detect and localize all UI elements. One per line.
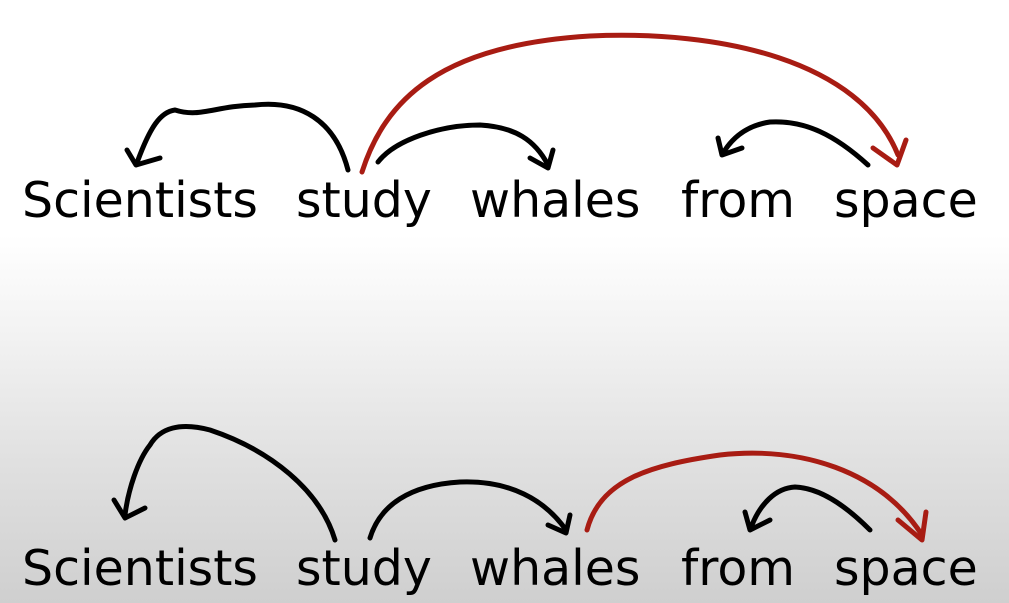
word-space: space: [834, 540, 978, 597]
word-study: study: [296, 172, 432, 229]
word-space: space: [834, 172, 978, 229]
arc-study-to-whales: [375, 122, 556, 171]
word-scientists: Scientists: [22, 540, 258, 597]
arc-study-to-whales: [367, 479, 573, 541]
arc-study-to-space: [359, 32, 909, 175]
arc-study-to-scientists: [111, 424, 338, 543]
word-from: from: [681, 540, 796, 597]
arc-space-to-from: [742, 484, 873, 533]
word-from: from: [681, 172, 796, 229]
arc-whales-to-space: [584, 450, 929, 543]
word-scientists: Scientists: [22, 172, 258, 229]
arc-space-to-from: [715, 119, 871, 168]
word-study: study: [296, 540, 432, 597]
word-whales: whales: [470, 540, 641, 597]
parse-1-arcs: [124, 32, 909, 175]
arc-study-to-scientists: [124, 101, 351, 173]
word-whales: whales: [470, 172, 641, 229]
